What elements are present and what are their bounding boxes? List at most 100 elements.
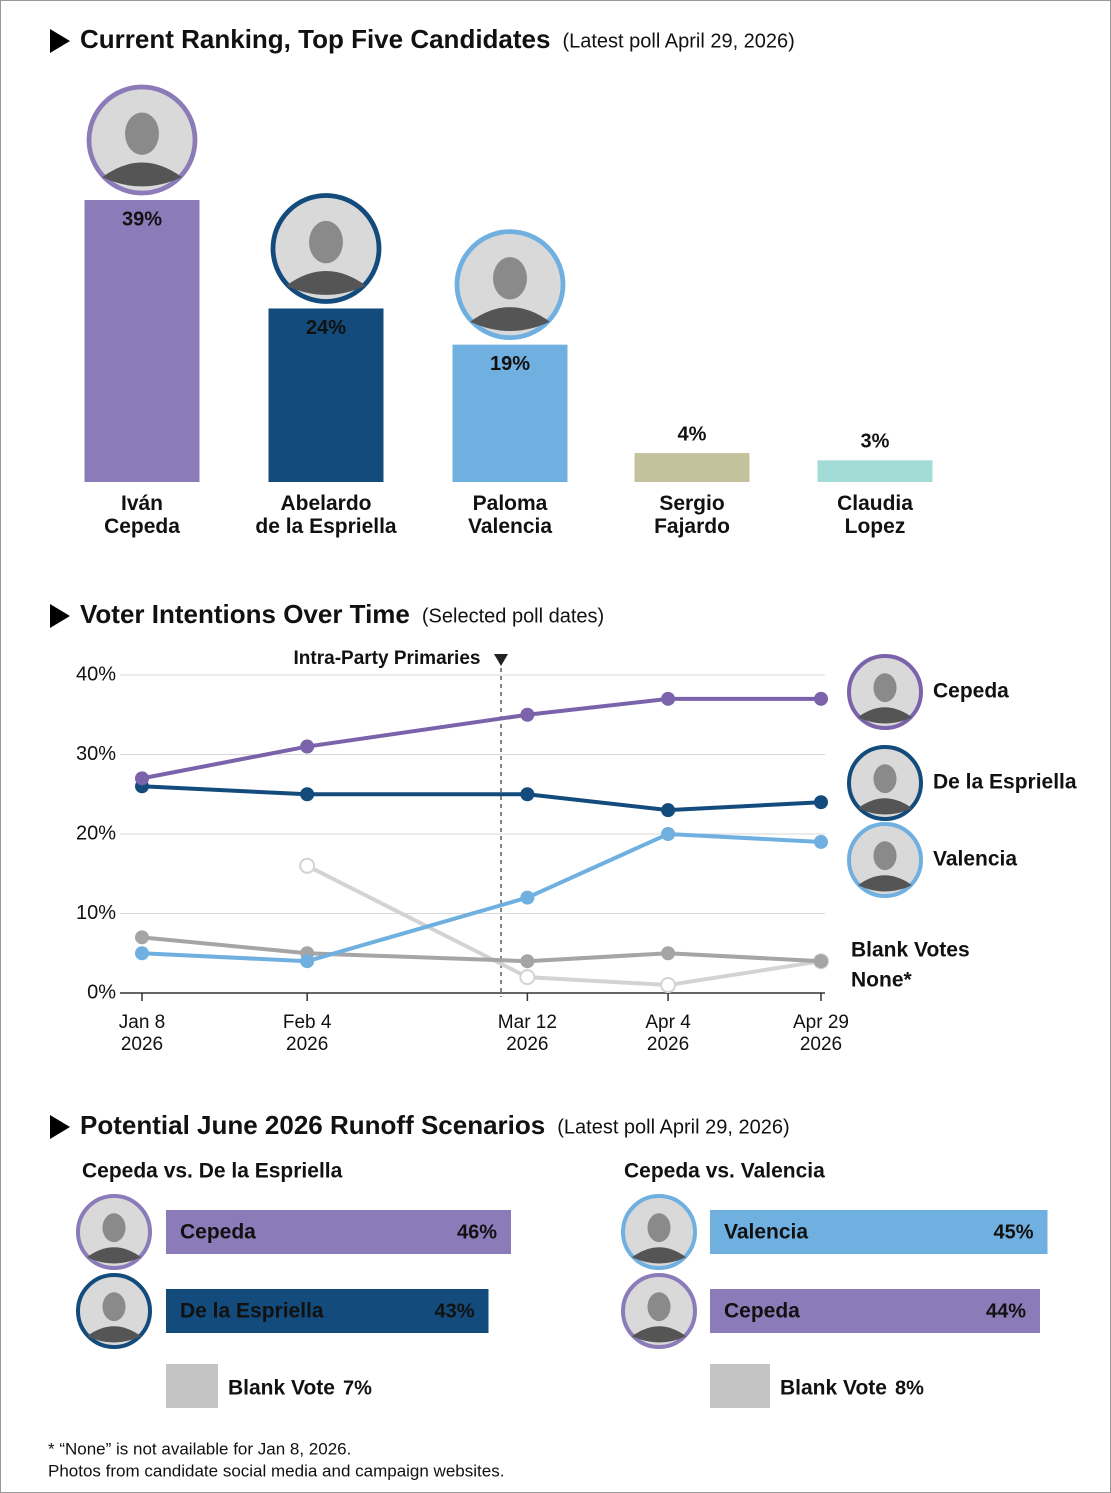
photo-head [647,1213,670,1242]
candidate-photo [78,1196,150,1268]
series-line [142,786,821,810]
series-point [814,692,828,706]
series-point [300,740,314,754]
candidate-photo [623,1196,695,1268]
annotation-arrow [494,654,508,666]
photo-head [125,112,159,154]
footnote: Photos from candidate social media and c… [48,1461,504,1480]
photo-head [309,221,343,263]
y-tick-label: 10% [76,902,116,924]
candidate-photo [623,1275,695,1347]
x-tick-label: Jan 82026 [119,1012,165,1055]
legend-label: Blank Votes [851,939,970,962]
photo-head [873,764,896,793]
series-point [520,954,534,968]
series-point [300,954,314,968]
section-subtitle: (Latest poll April 29, 2026) [557,1116,789,1138]
panel-title: Cepeda vs. Valencia [624,1160,825,1183]
y-tick-label: 0% [87,981,116,1003]
candidate-photo [89,87,195,193]
section-subtitle: (Selected poll dates) [422,605,604,627]
series-point [661,978,675,992]
photo-head [647,1292,670,1321]
panel-title: Cepeda vs. De la Espriella [82,1160,343,1183]
series-point [300,859,314,873]
series-point [661,946,675,960]
blank-swatch [710,1364,770,1408]
bar-name: Cepeda [180,1221,256,1244]
blank-value: 8% [895,1377,924,1399]
y-tick-label: 40% [76,663,116,685]
legend-label: None* [851,969,913,992]
candidate-photo [273,195,379,301]
series-point [135,771,149,785]
blank-swatch [166,1364,218,1408]
candidate-photo [457,232,563,338]
bar-name: De la Espriella [180,1300,324,1323]
series-point [520,970,534,984]
y-tick-label: 20% [76,822,116,844]
section-subtitle: (Latest poll April 29, 2026) [562,30,794,52]
photo-head [873,673,896,702]
series-point [300,787,314,801]
bar-name: Cepeda [724,1300,800,1323]
legend-label: Valencia [933,848,1017,871]
heading-marker [50,604,70,628]
series-line [307,866,821,985]
series-point [814,954,828,968]
heading-marker [50,29,70,53]
series-point [661,692,675,706]
section-title: Current Ranking, Top Five Candidates [80,24,550,54]
section-title: Voter Intentions Over Time [80,599,410,629]
series-point [814,795,828,809]
series-point [814,835,828,849]
series-point [661,827,675,841]
blank-label: Blank Vote [780,1377,887,1400]
series-point [520,891,534,905]
blank-label: Blank Vote [228,1377,335,1400]
bar-name: Valencia [724,1221,808,1244]
series-point [135,946,149,960]
value-label: 46% [457,1221,497,1243]
photo-head [102,1213,125,1242]
bar [818,460,933,482]
blank-value: 7% [343,1377,372,1399]
value-label: 44% [986,1300,1026,1322]
legend-label: Cepeda [933,680,1009,703]
legend-label: De la Espriella [933,771,1077,794]
series-point [520,787,534,801]
series-point [135,930,149,944]
bar [635,453,750,482]
series-point [520,708,534,722]
photo-head [873,841,896,870]
photo-head [493,257,527,299]
y-tick-label: 30% [76,743,116,765]
candidate-photo [849,747,921,819]
category-label: IvánCepeda [104,492,180,538]
page: * “None” is not available for Jan 8, 202… [0,0,1111,1493]
series-point [661,803,675,817]
series-line [142,699,821,779]
bar [85,200,200,482]
series-line [142,834,821,961]
value-label: 19% [490,353,530,375]
value-label: 24% [306,317,346,339]
candidate-photo [78,1275,150,1347]
value-label: 3% [861,431,890,453]
annotation: Intra-Party Primaries [294,648,481,669]
heading-marker [50,1115,70,1139]
infographic: * “None” is not available for Jan 8, 202… [0,0,1111,1493]
section-title: Potential June 2026 Runoff Scenarios [80,1110,545,1140]
value-label: 43% [434,1300,474,1322]
category-label: PalomaValencia [468,492,552,538]
candidate-photo [849,656,921,728]
value-label: 39% [122,208,162,230]
value-label: 45% [993,1221,1033,1243]
